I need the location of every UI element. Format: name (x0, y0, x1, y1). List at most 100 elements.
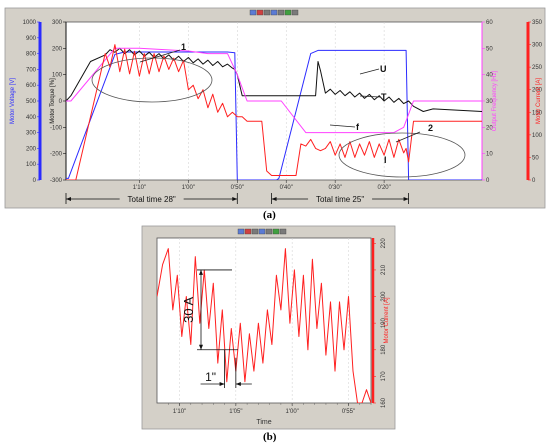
chart-a-ytick-label-voltage-0: 0 (33, 178, 37, 184)
chart-b-ytick-label-6: 220 (381, 238, 387, 249)
chart-a-ytick-label-voltage-3: 300 (26, 131, 37, 137)
chart-b: 1'10" 1'05" 1'00" 0'55" Time 160 170 180 190 200 2… (141, 225, 396, 430)
chart-a-ellipse-2 (338, 132, 466, 178)
chart-a-span-label-0: Total time 28" (128, 195, 176, 204)
chart-b-ytick-label-0: 160 (381, 397, 387, 408)
chart-a-label-leader-1 (359, 95, 381, 98)
chart-a-chart-toolbar-icon-4 (270, 9, 278, 16)
chart-b-ytick-label-3: 190 (381, 317, 387, 328)
chart-a-leader-1 (139, 49, 181, 63)
chart-b-axis-title: Motor Current [A] (384, 297, 390, 343)
chart-a-ytick-label-current-2: 100 (532, 133, 543, 139)
chart-a-ytick-label-frequency-1: 10 (486, 152, 493, 158)
chart-a-ytick-label-current-6: 300 (532, 43, 543, 49)
chart-a-leader-2 (395, 131, 421, 143)
chart-a-chart-toolbar-icon-6 (284, 9, 292, 16)
chart-a-chart-toolbar-icon-1 (249, 9, 257, 16)
chart-a-chart-toolbar-icon-5 (277, 9, 285, 16)
chart-a-ytick-label-current-4: 200 (532, 88, 543, 94)
chart-a-ytick-label-frequency-5: 50 (486, 46, 493, 52)
chart-b-chart-toolbar-icon-6 (272, 228, 280, 235)
chart-a-series-line-t (66, 47, 482, 112)
chart-b-chart-toolbar-icon-7 (279, 228, 287, 235)
chart-a-ytick-label-voltage-2: 200 (26, 146, 37, 152)
chart-a-ytick-label-torque-3: 0 (59, 99, 63, 105)
chart-a-ytick-label-torque-4: 100 (52, 73, 63, 79)
chart-b-annot-1s-arrowhead-left (219, 382, 225, 386)
chart-a-ytick-label-frequency-6: 60 (486, 20, 493, 26)
chart-b-chart-toolbar-icon-5 (265, 228, 273, 235)
chart-a-span-label-1: Total time 25" (316, 195, 364, 204)
chart-a-xtick-label-4: 0'30" (329, 185, 342, 191)
chart-a-ytick-label-voltage-1: 100 (26, 162, 37, 168)
chart-a-xtick-label-1: 1'00" (182, 185, 195, 191)
chart-b-xaxis-title: Time (256, 419, 271, 426)
chart-b-chart-toolbar-icon-1 (237, 228, 245, 235)
chart-a-chart-toolbar-icon-3 (263, 9, 271, 16)
chart-a-ytick-label-voltage-7: 700 (26, 67, 37, 73)
chart-b-annot-30a-arrowhead-top (199, 269, 203, 275)
chart-a-ytick-label-voltage-8: 800 (26, 52, 37, 58)
chart-a-ytick-label-frequency-4: 40 (486, 73, 493, 79)
chart-a-curve-label-2: T (381, 92, 387, 102)
chart-b-plot-area (156, 237, 372, 404)
chart-b-xtick-label-2: 1'00" (286, 409, 299, 415)
chart-b-annot-1s-label: 1" (205, 370, 216, 384)
chart-a-axis-title-voltage: Motor Voltage [V] (10, 78, 16, 124)
chart-a-chart-toolbar-icon-7 (291, 9, 299, 16)
chart-a-curve-label-1: U (380, 64, 387, 74)
chart-b-annot-30a-arrowhead-bottom (199, 344, 203, 350)
chart-a-ytick-label-current-3: 150 (532, 110, 543, 116)
chart-a-xtick-label-0: 1'10" (133, 185, 146, 191)
chart-a-axis-title-torque: Motor Torque [%] (50, 78, 56, 124)
chart-a-chart-toolbar-icon-2 (256, 9, 264, 16)
chart-b-annot-30a-label: 30 A (181, 297, 196, 323)
chart-a-ytick-label-torque-6: 300 (52, 20, 63, 26)
chart-b-chart-toolbar-icon-4 (258, 228, 266, 235)
chart-a: 1'10" 1'00" 0'50" 0'40" 0'30" 0'20"0100200300… (4, 7, 546, 209)
chart-b-xtick-label-1: 1'05" (229, 409, 242, 415)
chart-b-xtick-label-3: 0'55" (342, 409, 355, 415)
chart-a-ytick-label-current-5: 250 (532, 65, 543, 71)
chart-a-ytick-label-frequency-2: 20 (486, 125, 493, 131)
chart-a-span-arrow-end-0 (232, 197, 238, 201)
chart-a-ytick-label-voltage-5: 500 (26, 99, 37, 105)
chart-a-span-arrow-start-0 (66, 197, 71, 201)
chart-a-ytick-label-frequency-0: 0 (486, 178, 490, 184)
caption-a: (a) (263, 209, 276, 221)
chart-b-ytick-label-4: 200 (381, 291, 387, 302)
chart-a-ytick-label-torque-2: -100 (50, 125, 63, 131)
chart-a-ytick-label-voltage-10: 1000 (23, 20, 37, 26)
chart-a-series-line-f (66, 47, 482, 134)
chart-a-series-line-i (66, 44, 482, 180)
chart-a-ytick-label-current-0: 0 (532, 178, 536, 184)
chart-a-ytick-label-frequency-3: 30 (486, 99, 493, 105)
chart-a-span-label-bg-0 (119, 194, 184, 203)
chart-a-xtick-label-5: 0'20" (377, 185, 390, 191)
chart-a-span-arrow-end-1 (403, 197, 409, 201)
chart-a-curve-label-5: I (384, 155, 387, 165)
chart-a-label-leader-2 (329, 124, 356, 128)
chart-a-ytick-label-torque-0: -300 (50, 178, 63, 184)
chart-b-annot-1s-arrowhead-right (235, 382, 241, 386)
chart-b-chart-toolbar-icon-3 (251, 228, 259, 235)
chart-a-xtick-label-3: 0'40" (280, 185, 293, 191)
chart-b-ytick-label-2: 180 (381, 344, 387, 355)
chart-a-axis-title-frequency: Output Frequency [Hz] (492, 70, 498, 131)
chart-a-curve-label-0: 1 (181, 42, 186, 52)
chart-a-ytick-label-torque-1: -200 (50, 152, 63, 158)
chart-b-xtick-label-0: 1'10" (173, 409, 186, 415)
chart-a-ytick-label-voltage-9: 900 (26, 36, 37, 42)
caption-b: (b) (263, 431, 277, 443)
chart-a-ytick-label-voltage-4: 400 (26, 115, 37, 121)
chart-a-axis-title-current: Motor Current [A] (536, 78, 542, 124)
chart-a-curve-label-3: f (356, 122, 360, 132)
chart-a-ytick-label-current-1: 50 (532, 155, 539, 161)
chart-b-series-line-current (157, 248, 371, 403)
chart-a-span-label-bg-1 (308, 194, 373, 203)
chart-a-ytick-label-current-7: 350 (532, 20, 543, 26)
chart-a-xtick-label-2: 0'50" (231, 185, 244, 191)
chart-a-ytick-label-voltage-6: 600 (26, 83, 37, 89)
chart-b-ytick-label-1: 170 (381, 371, 387, 382)
